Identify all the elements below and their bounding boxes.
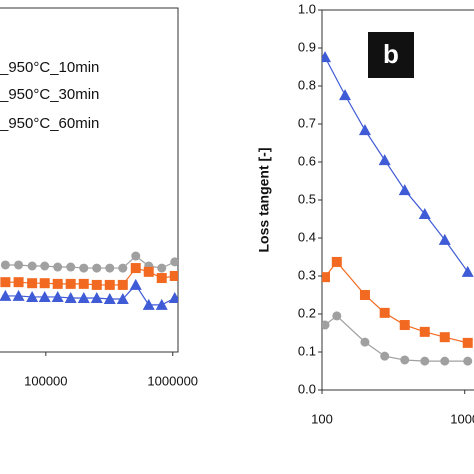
y-tick-label: 0.7	[298, 115, 316, 130]
marker	[38, 290, 51, 302]
marker	[40, 261, 50, 271]
marker	[66, 262, 76, 272]
plot-area	[0, 251, 178, 310]
marker	[438, 233, 451, 245]
marker	[462, 337, 473, 348]
marker	[169, 270, 178, 281]
y-axis-label: Loss tangent [-]	[256, 148, 272, 253]
marker	[65, 278, 76, 289]
marker	[116, 293, 129, 305]
marker	[359, 290, 370, 300]
marker	[12, 289, 25, 301]
marker	[103, 293, 116, 305]
marker	[399, 320, 410, 331]
plot-area	[322, 51, 474, 366]
y-tick-label: 0.4	[298, 229, 316, 244]
marker	[90, 291, 103, 303]
marker	[27, 278, 38, 289]
legend-entry: _950°C_30min	[0, 86, 99, 103]
series-line	[324, 56, 469, 273]
marker	[117, 279, 128, 290]
marker	[0, 260, 10, 270]
y-tick-label: 0.8	[298, 77, 316, 92]
marker	[360, 337, 370, 347]
y-tick-label: 0.2	[298, 305, 316, 320]
y-tick-label: 0.0	[298, 381, 316, 396]
marker	[0, 277, 11, 288]
y-tick-label: 0.6	[298, 153, 316, 168]
marker	[322, 320, 330, 330]
marker	[130, 263, 141, 274]
marker	[92, 263, 102, 273]
marker	[400, 355, 410, 365]
marker	[118, 263, 128, 273]
marker	[51, 290, 64, 302]
marker	[131, 251, 141, 261]
marker	[78, 278, 89, 289]
x-tick-label: 100000	[24, 373, 67, 388]
plot-frame	[0, 7, 179, 353]
marker	[64, 291, 77, 303]
legend-entry: _950°C_10min	[0, 59, 99, 76]
marker	[331, 256, 342, 267]
x-tick-label: 1000	[450, 411, 474, 426]
y-tick-label: 0.5	[298, 191, 316, 206]
marker	[439, 332, 450, 343]
y-tick-label: 1.0	[298, 1, 316, 16]
marker	[440, 356, 450, 366]
marker	[13, 277, 24, 288]
marker	[105, 263, 115, 273]
x-tick-label: 1000000	[147, 373, 198, 388]
marker	[379, 307, 390, 318]
marker	[419, 326, 430, 337]
marker	[420, 356, 430, 366]
marker	[461, 265, 474, 277]
marker	[322, 51, 332, 63]
marker	[398, 184, 411, 196]
panel-label-box	[368, 32, 414, 78]
marker	[26, 290, 39, 302]
marker	[142, 298, 155, 310]
marker	[0, 289, 12, 301]
marker	[380, 351, 390, 361]
marker	[91, 279, 102, 290]
marker	[155, 298, 168, 310]
y-tick-label: 0.3	[298, 267, 316, 282]
marker	[157, 263, 167, 273]
y-tick-label: 0.1	[298, 343, 316, 358]
marker	[14, 260, 24, 270]
marker	[168, 291, 178, 303]
marker	[39, 278, 50, 289]
marker	[332, 311, 342, 321]
marker	[79, 263, 89, 273]
marker	[170, 257, 178, 267]
marker	[104, 279, 115, 290]
marker	[358, 124, 371, 136]
marker	[339, 89, 352, 101]
marker	[53, 262, 63, 272]
marker	[52, 278, 63, 289]
marker	[418, 208, 431, 220]
marker	[156, 273, 167, 284]
x-tick-label: 100	[311, 411, 333, 426]
marker	[77, 291, 90, 303]
legend-entry: _950°C_60min	[0, 115, 99, 132]
marker	[378, 154, 391, 166]
panel-label: b	[383, 39, 399, 69]
marker	[463, 356, 473, 366]
marker	[129, 278, 142, 290]
y-tick-label: 0.9	[298, 39, 316, 54]
marker	[27, 261, 37, 271]
marker	[143, 266, 154, 277]
marker	[322, 272, 331, 283]
